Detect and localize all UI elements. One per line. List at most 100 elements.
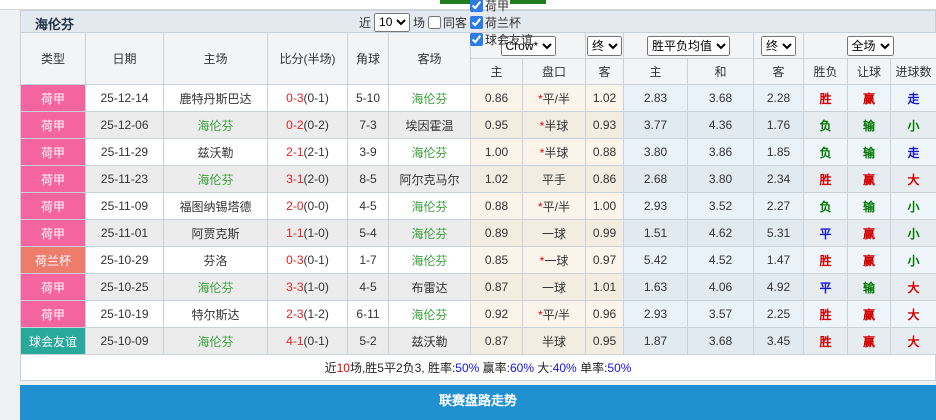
scope-select[interactable]: 全场	[847, 36, 894, 56]
cell-away-team[interactable]: 海伦芬	[389, 193, 471, 220]
cell-home-team[interactable]: 阿贾克斯	[164, 220, 268, 247]
cell-avg-away: 3.45	[754, 328, 804, 355]
cell-away-team[interactable]: 海伦芬	[389, 139, 471, 166]
cell-goals-result: 大	[891, 166, 936, 193]
cell-handicap-result: 输	[848, 274, 891, 301]
games-count-select[interactable]: 10	[374, 13, 410, 32]
cell-date: 25-10-29	[86, 247, 164, 274]
cell-away-team[interactable]: 兹沃勒	[389, 328, 471, 355]
cell-away-team[interactable]: 海伦芬	[389, 85, 471, 112]
cell-handicap-result: 输	[848, 112, 891, 139]
col-goals-result: 进球数	[891, 59, 936, 85]
cell-corners: 8-5	[348, 166, 389, 193]
competition-filter-label: 荷甲	[485, 0, 509, 14]
cell-avg-home: 1.63	[624, 274, 688, 301]
col-handicap-result: 让球	[848, 59, 891, 85]
cell-home-team[interactable]: 海伦芬	[164, 328, 268, 355]
cell-score: 2-0(0-0)	[268, 193, 348, 220]
competition-filter-checkbox[interactable]	[470, 16, 483, 29]
cell-score: 4-1(0-1)	[268, 328, 348, 355]
cell-ah-home-odds: 1.00	[471, 139, 523, 166]
cell-corners: 5-4	[348, 220, 389, 247]
avg-final-select[interactable]: 终	[761, 36, 796, 56]
cell-home-team[interactable]: 海伦芬	[164, 112, 268, 139]
cell-avg-away: 1.47	[754, 247, 804, 274]
cell-corners: 5-10	[348, 85, 389, 112]
cell-away-team[interactable]: 布雷达	[389, 274, 471, 301]
cell-ah-home-odds: 0.86	[471, 85, 523, 112]
cell-ah-away-odds: 1.00	[586, 193, 624, 220]
cell-handicap-result: 赢	[848, 220, 891, 247]
cell-home-team[interactable]: 海伦芬	[164, 274, 268, 301]
cell-corners: 4-5	[348, 274, 389, 301]
cell-score: 2-3(1-2)	[268, 301, 348, 328]
cell-ah-home-odds: 0.87	[471, 328, 523, 355]
cell-avg-draw: 4.36	[688, 112, 754, 139]
cell-away-team[interactable]: 海伦芬	[389, 220, 471, 247]
cell-date: 25-10-25	[86, 274, 164, 301]
cell-score: 2-1(2-1)	[268, 139, 348, 166]
cell-away-team[interactable]: 埃因霍温	[389, 112, 471, 139]
cell-type: 荷甲	[21, 112, 86, 139]
cell-handicap-result: 赢	[848, 247, 891, 274]
cell-handicap-result: 输	[848, 193, 891, 220]
ah-final-select[interactable]: 终	[587, 36, 622, 56]
cell-score: 3-1(2-0)	[268, 166, 348, 193]
cell-result: 胜	[804, 328, 848, 355]
cell-away-team[interactable]: 阿尔克马尔	[389, 166, 471, 193]
cell-ah-home-odds: 0.89	[471, 220, 523, 247]
cell-score: 0-3(0-1)	[268, 85, 348, 112]
cell-avg-home: 3.80	[624, 139, 688, 166]
competition-filter[interactable]: 荷甲	[470, 0, 533, 14]
cell-handicap-result: 赢	[848, 301, 891, 328]
cell-type: 荷甲	[21, 301, 86, 328]
cell-home-team[interactable]: 福图纳锡塔德	[164, 193, 268, 220]
competition-filter[interactable]: 球会友谊	[470, 31, 533, 48]
cell-date: 25-10-19	[86, 301, 164, 328]
cell-home-team[interactable]: 海伦芬	[164, 166, 268, 193]
avg-type-select[interactable]: 胜平负均值	[647, 36, 730, 56]
competition-filter[interactable]: 荷兰杯	[470, 14, 533, 31]
cell-ah-handicap: 一球	[523, 274, 586, 301]
panel-title-bar: 海伦芬 近 10 场 同客 荷甲荷兰杯球会友谊	[20, 10, 936, 32]
competition-filter-label: 球会友谊	[485, 31, 533, 48]
cell-ah-handicap: 平手	[523, 166, 586, 193]
cell-result: 负	[804, 112, 848, 139]
team-matches-panel: 海伦芬 近 10 场 同客 荷甲荷兰杯球会友谊 类型 日期 主场 比分(半场)	[20, 10, 936, 420]
games-suffix-label: 场	[413, 14, 425, 31]
cell-away-team[interactable]: 海伦芬	[389, 301, 471, 328]
cell-avg-away: 2.34	[754, 166, 804, 193]
cell-score: 0-3(0-1)	[268, 247, 348, 274]
cell-avg-draw: 3.86	[688, 139, 754, 166]
cell-ah-handicap: *半球	[523, 112, 586, 139]
cell-corners: 7-3	[348, 112, 389, 139]
cell-home-team[interactable]: 鹿特丹斯巴达	[164, 85, 268, 112]
cell-avg-away: 2.25	[754, 301, 804, 328]
cell-avg-home: 2.93	[624, 301, 688, 328]
cell-date: 25-11-29	[86, 139, 164, 166]
cell-home-team[interactable]: 芬洛	[164, 247, 268, 274]
competition-filter-checkbox[interactable]	[470, 0, 483, 12]
cell-away-team[interactable]: 海伦芬	[389, 247, 471, 274]
cell-home-team[interactable]: 特尔斯达	[164, 301, 268, 328]
cell-ah-away-odds: 0.88	[586, 139, 624, 166]
cell-ah-away-odds: 0.86	[586, 166, 624, 193]
col-ah-home: 主	[471, 59, 523, 85]
cell-avg-away: 5.31	[754, 220, 804, 247]
cell-goals-result: 走	[891, 139, 936, 166]
competition-filters: 荷甲荷兰杯球会友谊	[470, 0, 533, 48]
cell-type: 荷甲	[21, 274, 86, 301]
competition-filter-checkbox[interactable]	[470, 33, 483, 46]
cell-corners: 1-7	[348, 247, 389, 274]
same-venue-filter[interactable]: 同客	[428, 14, 467, 31]
cell-avg-draw: 3.52	[688, 193, 754, 220]
cell-avg-home: 2.83	[624, 85, 688, 112]
cell-avg-away: 4.92	[754, 274, 804, 301]
cell-avg-draw: 4.06	[688, 274, 754, 301]
same-venue-checkbox[interactable]	[428, 16, 441, 29]
cell-home-team[interactable]: 兹沃勒	[164, 139, 268, 166]
cell-score: 1-1(1-0)	[268, 220, 348, 247]
